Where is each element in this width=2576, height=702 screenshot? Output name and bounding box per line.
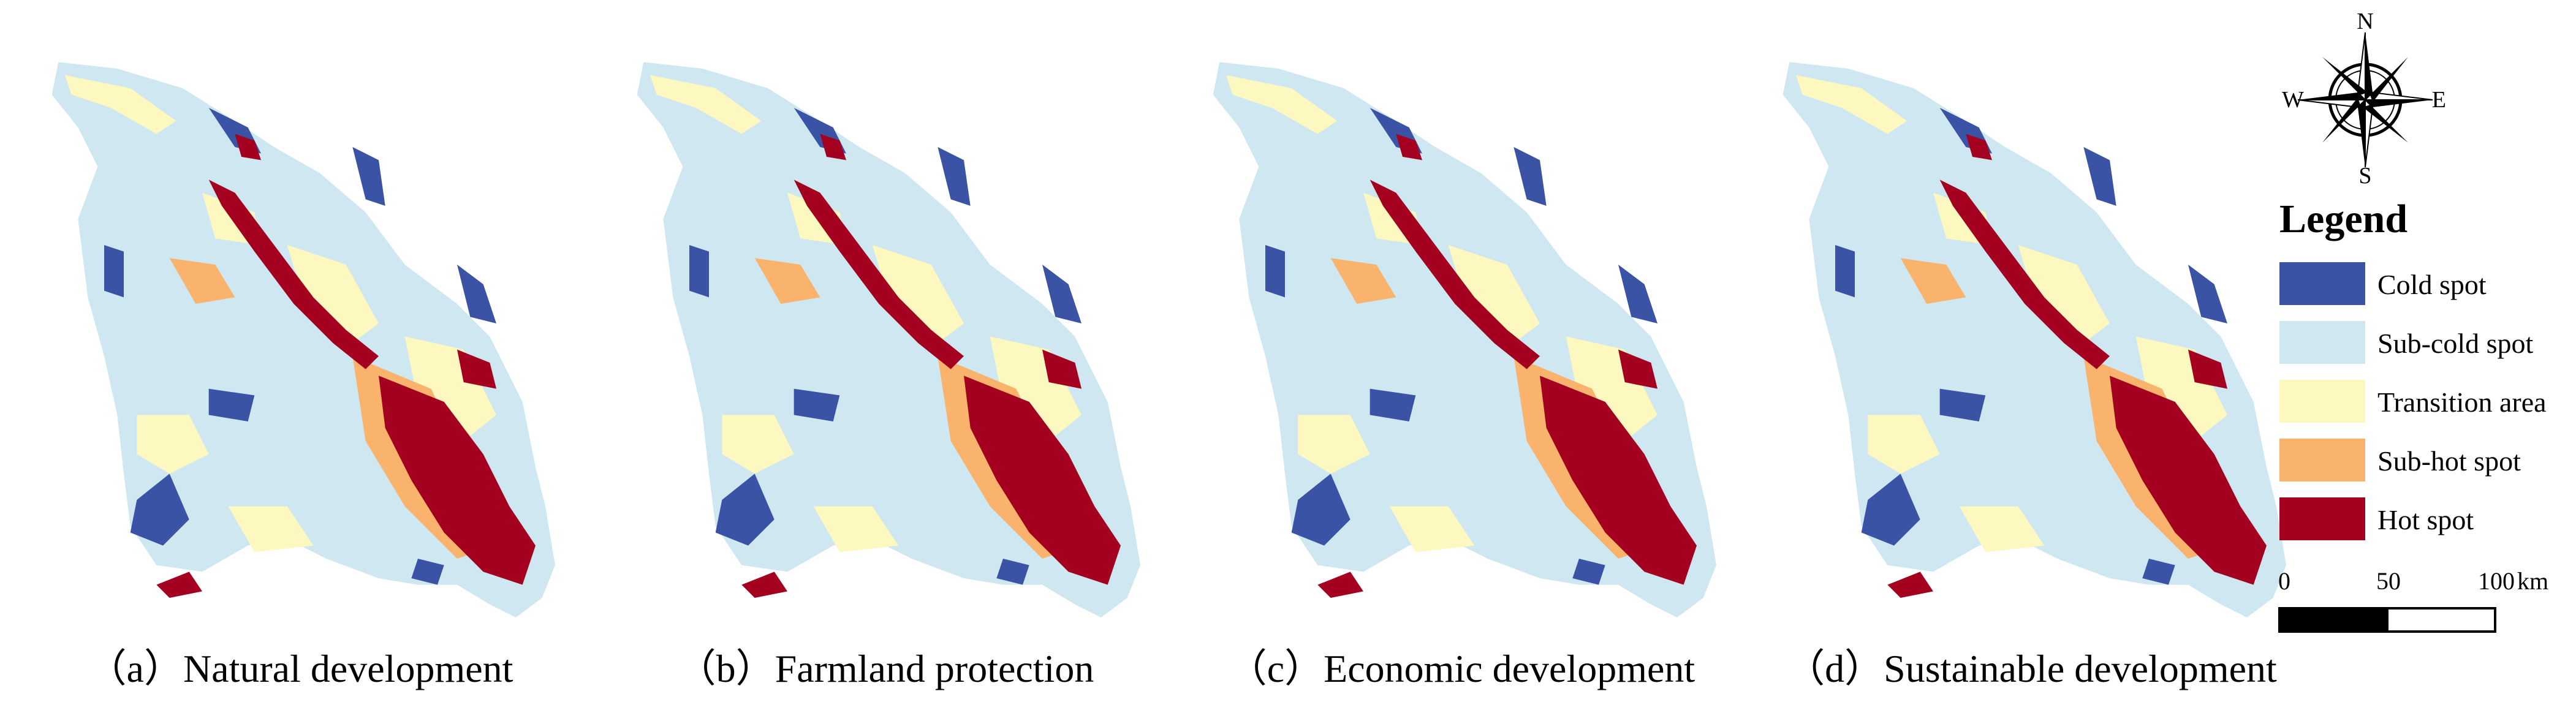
legend-label: Transition area: [2377, 387, 2547, 418]
legend-label: Sub-cold spot: [2377, 328, 2534, 359]
scale-bar-graphic: [2278, 607, 2496, 633]
map-panel-sustainable-development: （d）Sustainable development: [1743, 0, 2319, 702]
legend-swatch: [2279, 321, 2365, 364]
legend-title: Legend: [2279, 197, 2408, 241]
scale-label-0: 0: [2278, 567, 2290, 595]
compass-north: N: [2357, 9, 2373, 34]
map-natural-development: [51, 62, 555, 618]
legend-label: Cold spot: [2377, 269, 2487, 300]
panel-caption: （d）Sustainable development: [1786, 647, 2277, 690]
compass-south: S: [2358, 163, 2371, 187]
compass-east: E: [2432, 87, 2446, 113]
scale-unit: km: [2517, 567, 2549, 595]
map-economic-development: [1213, 62, 1716, 618]
legend-swatch: [2279, 380, 2365, 423]
legend-swatch: [2279, 497, 2365, 540]
map-panel-farmland-protection: （b）Farmland protection: [597, 0, 1173, 702]
scale-label-50: 50: [2376, 567, 2401, 595]
map-sustainable-development: [1782, 62, 2286, 618]
panel-caption: （a）Natural development: [87, 647, 513, 690]
legend-swatch: [2279, 439, 2365, 481]
map-panel-natural-development: （a）Natural development: [12, 0, 588, 702]
compass-rose-icon: N S E W: [2282, 9, 2446, 187]
scale-label-100: 100: [2478, 567, 2515, 595]
legend-label: Hot spot: [2377, 504, 2474, 535]
legend-swatch: [2279, 262, 2365, 305]
panel-caption: （b）Farmland protection: [676, 647, 1094, 690]
compass-west: W: [2282, 87, 2304, 113]
map-farmland-protection: [637, 62, 1140, 618]
scale-bar: 0 50 100 km: [2278, 567, 2548, 640]
legend-label: Sub-hot spot: [2377, 445, 2521, 477]
map-panel-economic-development: （c）Economic development: [1173, 0, 1749, 702]
panel-caption: （c）Economic development: [1227, 647, 1695, 690]
